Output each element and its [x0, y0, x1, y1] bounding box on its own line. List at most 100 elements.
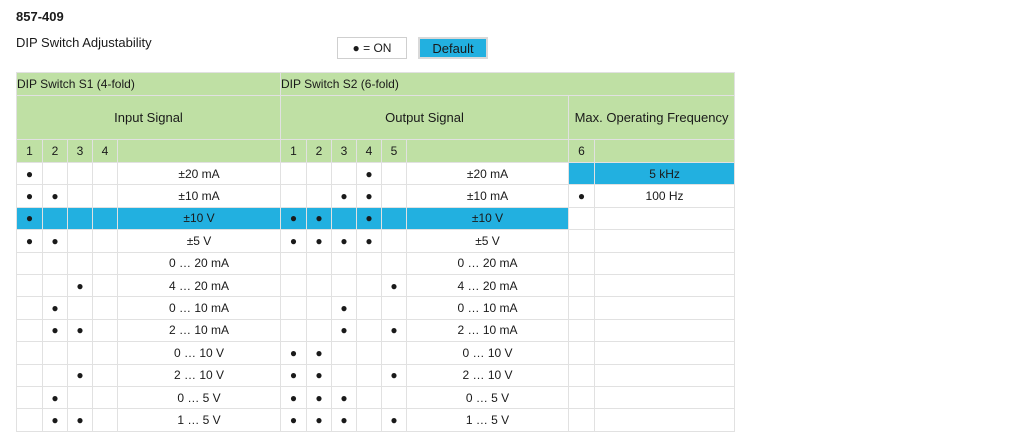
- s2-switch-cell: [381, 161, 407, 186]
- table-row: ● ● 1 … 5 V ● ● ● ● 1 … 5 V: [16, 408, 736, 432]
- s2-switch-on-dot: ●: [280, 385, 307, 410]
- output-signal-value: 1 … 5 V: [406, 408, 569, 432]
- s2-switch-cell: [306, 273, 332, 298]
- input-signal-value: 0 … 10 V: [117, 341, 281, 365]
- table-row: ● 4 … 20 mA ● 4 … 20 mA: [16, 273, 736, 298]
- s1-switch-cell: [67, 296, 93, 320]
- input-signal-value: ±5 V: [117, 229, 281, 253]
- s1-switch-cell: [92, 206, 118, 231]
- s2-switch-on-dot: ●: [331, 184, 357, 208]
- s6-switch-cell: [568, 385, 595, 410]
- input-signal-value: 2 … 10 mA: [117, 318, 281, 343]
- s6-switch-cell: [568, 273, 595, 298]
- s1-switch-cell: [42, 161, 68, 186]
- frequency-empty-cell: [593, 385, 736, 410]
- s1-switch-cell: [92, 229, 118, 253]
- s1-switch-on-dot: ●: [42, 408, 68, 432]
- s1-switch-cell: [92, 161, 118, 186]
- s2-switch-cell: [356, 408, 382, 432]
- table-row: ● ±10 V ● ● ● ±10 V: [16, 206, 736, 231]
- s6-switch-cell: [568, 229, 595, 253]
- s2-switch-on-dot: ●: [280, 229, 307, 253]
- table-row: ● ±20 mA ● ±20 mA 5 kHz: [16, 161, 736, 186]
- output-signal-value: ±20 mA: [406, 161, 569, 186]
- s6-switch-cell: [568, 206, 595, 231]
- input-signal-value: 0 … 5 V: [117, 385, 281, 410]
- input-signal-value: ±10 V: [117, 206, 281, 231]
- s1-switch-on-dot: ●: [67, 408, 93, 432]
- s1-switch-on-dot: ●: [67, 363, 93, 387]
- output-signal-value: 4 … 20 mA: [406, 273, 569, 298]
- s1-switch-on-dot: ●: [42, 318, 68, 343]
- s1-switch-cell: [16, 296, 43, 320]
- s1-switch-cell: [42, 341, 68, 365]
- s2-switch-on-dot: ●: [381, 408, 407, 432]
- s1-switch-cell: [92, 296, 118, 320]
- input-signal-value: 1 … 5 V: [117, 408, 281, 432]
- s1-number-spacer: [117, 139, 281, 163]
- s2-switch-cell: [356, 296, 382, 320]
- freq-number-spacer: [593, 139, 736, 163]
- s1-switch-on-dot: ●: [16, 206, 43, 231]
- table-row: ● 0 … 5 V ● ● ● 0 … 5 V: [16, 385, 736, 410]
- frequency-empty-cell: [593, 341, 736, 365]
- s2-switch-cell: [306, 161, 332, 186]
- s2-switch-on-dot: ●: [306, 408, 332, 432]
- s2-switch-on-dot: ●: [381, 363, 407, 387]
- frequency-empty-cell: [593, 229, 736, 253]
- s2-switch-on-dot: ●: [356, 229, 382, 253]
- s2-switch-on-dot: ●: [356, 206, 382, 231]
- s1-switch-cell: [67, 341, 93, 365]
- s1-switch-cell: [16, 318, 43, 343]
- input-signal-value: 0 … 20 mA: [117, 251, 281, 275]
- s2-switch-on-dot: ●: [356, 184, 382, 208]
- switch-title-row: DIP Switch S1 (4-fold) DIP Switch S2 (6-…: [16, 72, 736, 96]
- s2-switch-cell: [381, 296, 407, 320]
- s1-switch-cell: [16, 273, 43, 298]
- s1-switch-on-dot: ●: [42, 184, 68, 208]
- s2-switch-cell: [280, 318, 307, 343]
- output-signal-value: 0 … 20 mA: [406, 251, 569, 275]
- input-signal-value: 0 … 10 mA: [117, 296, 281, 320]
- s1-switch-cell: [92, 408, 118, 432]
- s2-switch-on-dot: ●: [331, 229, 357, 253]
- s1-switch-cell: [92, 273, 118, 298]
- output-signal-value: ±10 mA: [406, 184, 569, 208]
- table-row: ● ● 2 … 10 mA ● ● 2 … 10 mA: [16, 318, 736, 343]
- s1-switch-cell: [92, 363, 118, 387]
- s1-switch-cell: [16, 341, 43, 365]
- s2-switch-cell: [356, 341, 382, 365]
- s2-switch-cell: [381, 206, 407, 231]
- s6-switch-cell: [568, 318, 595, 343]
- s1-switch-cell: [92, 341, 118, 365]
- s2-number-spacer: [406, 139, 569, 163]
- output-signal-value: 0 … 5 V: [406, 385, 569, 410]
- s2-switch-cell: [280, 184, 307, 208]
- s1-switch-cell: [42, 363, 68, 387]
- s2-switch-cell: [356, 363, 382, 387]
- s6-switch-cell: [568, 161, 595, 186]
- s1-switch-cell: [67, 229, 93, 253]
- table-row: ● 2 … 10 V ● ● ● 2 … 10 V: [16, 363, 736, 387]
- s1-switch-on-dot: ●: [42, 229, 68, 253]
- s2-switch-cell: [331, 251, 357, 275]
- s2-switch-cell: [280, 273, 307, 298]
- s1-switch-cell: [16, 385, 43, 410]
- s2-switch-cell: [356, 273, 382, 298]
- s6-switch-cell: [568, 296, 595, 320]
- s1-switch-cell: [42, 273, 68, 298]
- s1-switch-on-dot: ●: [16, 229, 43, 253]
- s1-switch-cell: [92, 385, 118, 410]
- s2-switch-on-dot: ●: [331, 408, 357, 432]
- s2-number: 2: [306, 139, 332, 163]
- output-signal-value: 2 … 10 V: [406, 363, 569, 387]
- s2-switch-cell: [306, 318, 332, 343]
- s2-number: 5: [381, 139, 407, 163]
- output-signal-header: Output Signal: [280, 95, 569, 140]
- product-id: 857-409: [16, 9, 64, 24]
- s2-switch-cell: [381, 385, 407, 410]
- s2-switch-on-dot: ●: [381, 318, 407, 343]
- s1-switch-cell: [42, 251, 68, 275]
- s1-switch-cell: [92, 318, 118, 343]
- output-signal-value: 0 … 10 mA: [406, 296, 569, 320]
